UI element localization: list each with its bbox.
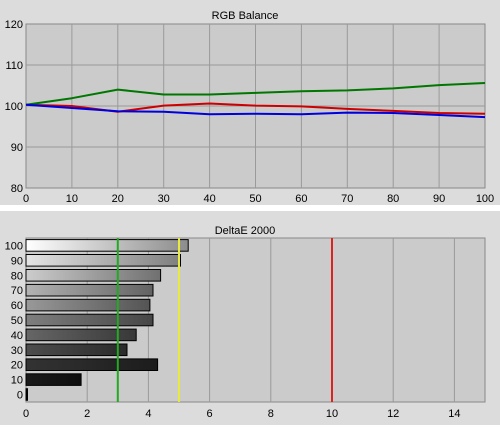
deltae-x-tick-label: 2 xyxy=(84,408,90,420)
rgb-y-tick-label: 120 xyxy=(5,19,23,31)
rgb-x-tick-label: 80 xyxy=(387,193,399,205)
rgb-x-tick-label: 0 xyxy=(23,193,29,205)
deltae-y-tick-label: 30 xyxy=(11,345,23,357)
deltae-y-tick-label: 80 xyxy=(11,270,23,282)
deltae-x-tick-label: 4 xyxy=(145,408,151,420)
deltae-x-tick-label: 10 xyxy=(326,408,338,420)
rgb-x-tick-label: 40 xyxy=(203,193,215,205)
rgb-x-tick-label: 20 xyxy=(112,193,124,205)
rgb-x-tick-label: 30 xyxy=(158,193,170,205)
rgb-y-tick-label: 90 xyxy=(11,142,23,154)
deltae-bar-50 xyxy=(25,313,154,327)
deltae-y-tick-label: 20 xyxy=(11,360,23,372)
rgb-x-tick-label: 50 xyxy=(249,193,261,205)
rgb-x-tick-label: 90 xyxy=(433,193,445,205)
rgb-y-tick-label: 110 xyxy=(5,60,23,72)
deltae-bar-30 xyxy=(25,343,128,357)
deltae-bar-10 xyxy=(25,373,82,386)
deltae-y-tick-label: 10 xyxy=(11,375,23,387)
deltae-bar-70 xyxy=(25,283,154,297)
deltae-bar-40 xyxy=(25,328,137,342)
deltae-y-tick-label: 90 xyxy=(11,255,23,267)
rgb-series-green-line xyxy=(25,82,486,106)
deltae-x-tick-label: 6 xyxy=(207,408,213,420)
deltae-x-tick-label: 0 xyxy=(23,408,29,420)
deltae-x-tick-label: 12 xyxy=(387,408,399,420)
deltae-y-tick-label: 0 xyxy=(17,390,23,402)
deltae-y-tick-label: 70 xyxy=(11,285,23,297)
rgb-y-tick-label: 80 xyxy=(11,183,23,195)
rgb-x-tick-label: 70 xyxy=(341,193,353,205)
rgb-x-tick-label: 100 xyxy=(476,193,494,205)
rgb-chart-title: RGB Balance xyxy=(212,10,279,22)
rgb-series-blue-line xyxy=(25,103,486,119)
deltae-bar-100 xyxy=(25,239,189,252)
deltae-x-tick-label: 8 xyxy=(268,408,274,420)
deltae-y-tick-label: 100 xyxy=(5,240,23,252)
deltae-threshold-lines xyxy=(116,238,333,402)
rgb-tick-labels: 0 10 20 30 40 50 60 70 80 90 100 80 90 100 110 120 xyxy=(5,19,495,205)
deltae-bar-90 xyxy=(25,254,181,267)
deltae-bar-0 xyxy=(25,388,28,401)
deltae-bar-60 xyxy=(25,298,151,312)
deltae-bars xyxy=(25,239,189,401)
deltae-y-tick-label: 40 xyxy=(11,330,23,342)
deltae-y-tick-label: 50 xyxy=(11,315,23,327)
deltae-bar-80 xyxy=(25,269,162,282)
deltae-y-tick-label: 60 xyxy=(11,300,23,312)
rgb-y-tick-label: 100 xyxy=(5,101,23,113)
rgb-x-tick-label: 10 xyxy=(66,193,78,205)
rgb-series-lines xyxy=(25,82,486,119)
rgb-x-tick-label: 60 xyxy=(295,193,307,205)
deltae-bar-20 xyxy=(25,358,159,371)
deltae-x-tick-label: 14 xyxy=(448,408,460,420)
deltae-chart-title: DeltaE 2000 xyxy=(215,225,276,237)
